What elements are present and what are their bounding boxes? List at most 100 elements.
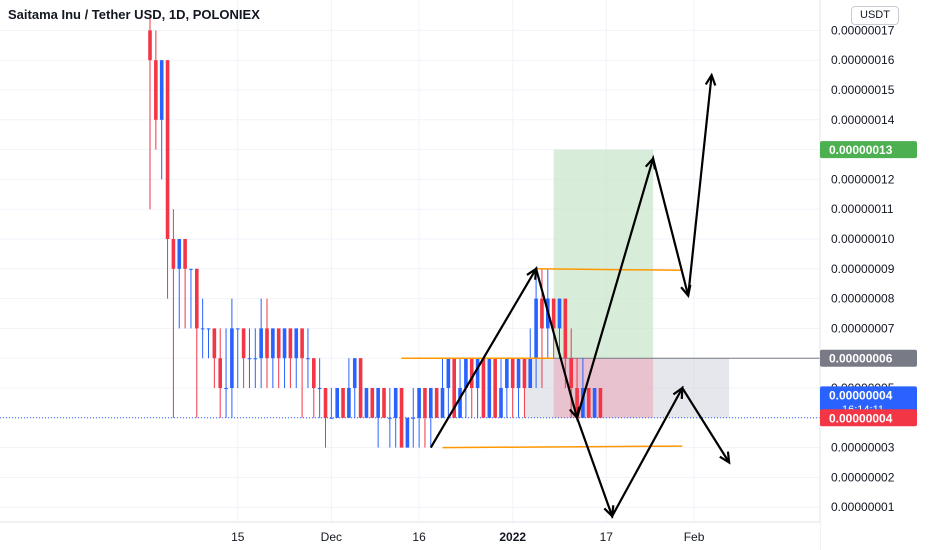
candle-body — [481, 358, 486, 418]
candle-body — [557, 298, 562, 329]
candle-body — [393, 388, 398, 418]
candle-body — [575, 388, 579, 418]
candle-body — [271, 328, 275, 359]
candle-body — [235, 328, 240, 330]
candle — [598, 388, 603, 418]
candle — [352, 358, 357, 418]
candle — [510, 358, 515, 418]
candle — [347, 358, 351, 418]
chart-title: Saitama Inu / Tether USD, 1D, POLONIEX — [8, 7, 260, 22]
candle — [429, 388, 433, 448]
candle-body — [423, 388, 427, 418]
candle-body — [364, 388, 369, 418]
candle-body — [294, 328, 299, 359]
price-tag-label: 0.00000013 — [829, 143, 893, 157]
x-tick-label: Dec — [321, 530, 342, 544]
candle-body — [499, 388, 503, 418]
candle-body — [540, 298, 544, 329]
candle — [259, 298, 263, 388]
candle — [206, 328, 211, 359]
candle — [195, 268, 199, 418]
candle-body — [458, 388, 462, 418]
candle — [341, 388, 345, 418]
candle — [265, 298, 269, 388]
candle — [516, 358, 521, 418]
candle — [581, 358, 585, 418]
candle — [323, 388, 328, 448]
candle-body — [569, 358, 573, 388]
candle-body — [434, 388, 439, 418]
candle — [159, 60, 164, 180]
arrow-head — [672, 385, 684, 400]
candle-body — [452, 358, 456, 418]
x-tick-label: 16 — [412, 530, 426, 544]
candle-body — [358, 358, 363, 418]
y-tick-label: 0.00000009 — [831, 262, 895, 276]
y-tick-label: 0.00000010 — [831, 232, 895, 246]
candle-body — [522, 358, 527, 388]
arrow-head — [719, 451, 731, 465]
candle-body — [253, 358, 258, 360]
candle-body — [148, 30, 152, 61]
orange-trend-line — [536, 268, 683, 272]
candle-body — [551, 298, 556, 329]
candle — [481, 358, 486, 418]
price-tag-bg — [820, 141, 917, 159]
candle-body — [417, 388, 421, 418]
price-tag-label: 0.00000004 — [829, 388, 893, 402]
arrow-head — [526, 266, 538, 280]
candle — [493, 358, 497, 418]
candle-body — [323, 388, 328, 418]
projection-arrow-path — [429, 74, 713, 449]
candle-body — [312, 358, 316, 388]
candle-body — [388, 417, 392, 419]
candle — [376, 388, 380, 448]
candle-body — [189, 268, 193, 270]
arrow-head — [704, 72, 717, 86]
arrow-head — [603, 505, 615, 519]
candle-body — [241, 328, 246, 359]
grid-lines — [0, 0, 820, 522]
candle-body — [586, 388, 591, 418]
candle — [411, 388, 416, 448]
candle — [487, 358, 492, 418]
currency-selector-button[interactable]: USDT — [851, 6, 899, 25]
candle-body — [411, 417, 416, 419]
candle — [224, 328, 228, 418]
candle-body — [534, 298, 538, 359]
candle — [200, 298, 205, 359]
candle — [271, 328, 275, 388]
y-tick-label: 0.00000002 — [831, 470, 895, 484]
candle-body — [329, 417, 334, 419]
candle-body — [592, 388, 597, 418]
candle-body — [212, 328, 217, 359]
candle-body — [352, 358, 357, 388]
price-tag: 0.00000004 — [820, 409, 917, 427]
candle — [458, 358, 462, 418]
candle — [446, 358, 451, 418]
candle-body — [440, 388, 445, 418]
candle-body — [171, 239, 176, 269]
candle-body — [516, 358, 521, 388]
x-tick-label: 15 — [231, 530, 245, 544]
candle-body — [581, 388, 585, 418]
candle — [300, 328, 304, 418]
candle-body — [288, 328, 293, 359]
candle — [154, 30, 158, 150]
candle — [423, 388, 427, 448]
candle — [388, 388, 392, 448]
candle-body — [165, 60, 170, 240]
candle-body — [469, 358, 474, 388]
candle — [575, 358, 579, 418]
candle — [189, 268, 193, 329]
candle-body — [598, 388, 603, 418]
x-tick-label: Feb — [684, 530, 705, 544]
y-tick-label: 0.00000011 — [831, 202, 894, 216]
candle — [230, 298, 234, 418]
y-tick-label: 0.00000015 — [831, 83, 895, 97]
candle — [335, 388, 339, 418]
price-tag-bg — [820, 409, 917, 427]
y-tick-label: 0.00000001 — [831, 500, 895, 514]
candle — [171, 209, 176, 418]
